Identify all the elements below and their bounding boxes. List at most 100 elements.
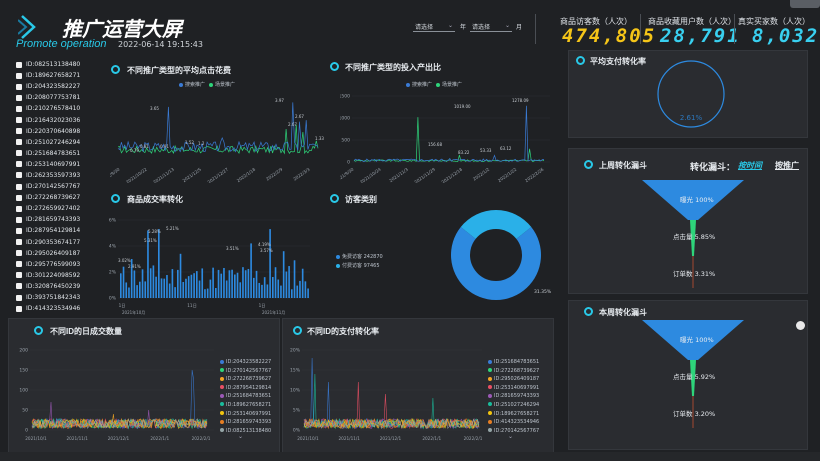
divider: [640, 14, 641, 44]
checkbox[interactable]: [16, 305, 22, 312]
id-checkbox-row[interactable]: ID:414323534946: [16, 303, 96, 314]
conversion-title: 商品成交率转化: [127, 195, 183, 204]
visitors-stat-value: 474,805: [562, 25, 657, 47]
y-tick-label: 4%: [109, 244, 117, 250]
id-checkbox-row[interactable]: ID:262353597393: [16, 170, 96, 181]
conversion-bar: [206, 288, 209, 298]
legend-item[interactable]: ID:287954129814: [216, 384, 271, 393]
legend-item[interactable]: ID:270142567767: [484, 427, 539, 436]
checkbox[interactable]: [16, 250, 22, 257]
legend-item[interactable]: ID:272268739627: [484, 367, 539, 376]
id-checkbox-row[interactable]: ID:393751842343: [16, 292, 96, 303]
checkbox[interactable]: [16, 105, 22, 112]
legend-item[interactable]: ID:251027246294: [484, 401, 539, 410]
checkbox[interactable]: [16, 117, 22, 124]
x-tick-label: 2021/10/1: [25, 436, 47, 441]
checkbox[interactable]: [16, 294, 22, 301]
id-checkbox-row[interactable]: ID:189627658271: [16, 70, 96, 81]
conversion-bar: [168, 283, 171, 298]
checkbox[interactable]: [16, 139, 22, 146]
month-select[interactable]: 请选择 ⌄: [470, 22, 512, 32]
checkbox[interactable]: [16, 216, 22, 223]
checkbox[interactable]: [16, 205, 22, 212]
conversion-bar: [152, 265, 155, 298]
conversion-bar: [285, 271, 288, 298]
y-tick-label: 15%: [290, 368, 301, 374]
checkbox[interactable]: [16, 261, 22, 268]
id-checkbox-row[interactable]: ID:216432023036: [16, 114, 96, 125]
id-checkbox-row[interactable]: ID:220370640898: [16, 126, 96, 137]
legend-item[interactable]: ID:253140697991: [484, 384, 539, 393]
scroll-handle[interactable]: [796, 321, 805, 330]
id-checkbox-row[interactable]: ID:301224098592: [16, 270, 96, 281]
data-label: 2.91%: [128, 264, 141, 269]
conversion-bar: [136, 285, 138, 298]
id-checkbox-row[interactable]: ID:295026409187: [16, 248, 96, 259]
by-promotion-link[interactable]: 按推广: [775, 161, 799, 170]
legend-item[interactable]: ID:082513138480: [216, 427, 271, 436]
checkbox[interactable]: [16, 239, 22, 246]
x-tick-label: 2021/9/30: [110, 167, 121, 183]
id-checkbox-row[interactable]: ID:290353674177: [16, 237, 96, 248]
id-checkbox-row[interactable]: ID:082513138480: [16, 59, 96, 70]
legend-item[interactable]: ID:189627658271: [484, 410, 539, 419]
visitors-title: 访客类别: [345, 195, 377, 204]
id-checkbox-row[interactable]: ID:208077753781: [16, 92, 96, 103]
conversion-bar: [128, 287, 130, 298]
by-time-link[interactable]: 按时间: [738, 161, 762, 170]
id-checkbox-row[interactable]: ID:272268739627: [16, 192, 96, 203]
id-label: ID:216432023036: [26, 116, 81, 124]
checkbox[interactable]: [16, 128, 22, 135]
id-checkbox-row[interactable]: ID:253140697991: [16, 159, 96, 170]
conversion-bar: [122, 266, 125, 298]
x-tick-label: 2022/1/2: [472, 167, 491, 182]
avg-click-title: 不同推广类型的平均点击花费: [127, 66, 231, 75]
legend-item[interactable]: ID:270142567767: [216, 367, 271, 376]
x-tick-label: 2021/12/5: [182, 167, 203, 183]
legend-item[interactable]: ID:281659743393: [484, 392, 539, 401]
legend-item[interactable]: ID:272268739627: [216, 375, 271, 384]
conversion-bar: [190, 274, 193, 298]
id-checkbox-row[interactable]: ID:210276578410: [16, 103, 96, 114]
legend-item[interactable]: ID:251684783651: [484, 358, 539, 367]
data-label: 0.91: [160, 144, 169, 149]
checkbox[interactable]: [16, 161, 22, 168]
chevron-down-icon[interactable]: ⌄: [508, 433, 514, 440]
id-label: ID:270142567767: [26, 183, 81, 191]
id-checkbox-row[interactable]: ID:281659743393: [16, 214, 96, 225]
checkbox[interactable]: [16, 172, 22, 179]
checkbox[interactable]: [16, 227, 22, 234]
checkbox[interactable]: [16, 283, 22, 290]
checkbox[interactable]: [16, 61, 22, 68]
legend-item[interactable]: ID:281659743393: [216, 418, 271, 427]
year-select[interactable]: 请选择 ⌄: [413, 22, 455, 32]
legend-item[interactable]: ID:414323534946: [484, 418, 539, 427]
id-checkbox-row[interactable]: ID:270142567767: [16, 181, 96, 192]
chevron-down-icon[interactable]: ⌄: [238, 433, 244, 440]
checkbox[interactable]: [16, 183, 22, 190]
conversion-bar: [291, 289, 293, 298]
id-label: ID:414323534946: [26, 305, 81, 313]
id-checkbox-row[interactable]: ID:204323582227: [16, 81, 96, 92]
legend-item[interactable]: ID:253140697991: [216, 410, 271, 419]
favorites-stat-value: 28,791: [660, 25, 741, 47]
close-window-button[interactable]: [790, 0, 820, 8]
divider: [535, 14, 536, 44]
checkbox[interactable]: [16, 150, 22, 157]
checkbox[interactable]: [16, 94, 22, 101]
id-checkbox-row[interactable]: ID:251684783651: [16, 148, 96, 159]
conversion-bar: [236, 272, 239, 298]
id-checkbox-row[interactable]: ID:272659927402: [16, 203, 96, 214]
id-checkbox-row[interactable]: ID:287954129814: [16, 225, 96, 236]
checkbox[interactable]: [16, 72, 22, 79]
legend-item[interactable]: ID:251684783651: [216, 392, 271, 401]
checkbox[interactable]: [16, 83, 22, 90]
legend-item[interactable]: ID:295026409187: [484, 375, 539, 384]
checkbox[interactable]: [16, 194, 22, 201]
legend-item[interactable]: ID:204323582227: [216, 358, 271, 367]
legend-item[interactable]: ID:189627658271: [216, 401, 271, 410]
checkbox[interactable]: [16, 272, 22, 279]
id-checkbox-row[interactable]: ID:295776599093: [16, 259, 96, 270]
id-checkbox-row[interactable]: ID:251027246294: [16, 137, 96, 148]
id-checkbox-row[interactable]: ID:320876450239: [16, 281, 96, 292]
